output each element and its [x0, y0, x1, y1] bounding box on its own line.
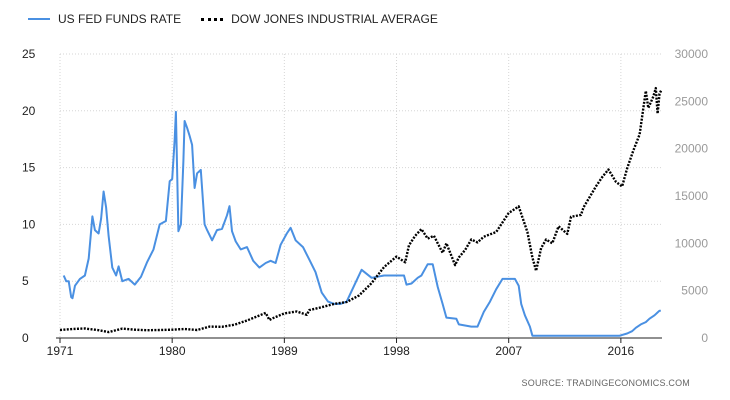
y-right-tick-label: 10000	[675, 236, 709, 250]
x-tick-label: 2007	[495, 344, 522, 358]
grid	[59, 53, 662, 338]
y-left-tick-label: 25	[22, 47, 36, 61]
series-line-dow-jones	[59, 86, 663, 334]
x-tick-label: 1998	[383, 344, 410, 358]
legend-item-fed-funds[interactable]: US FED FUNDS RATE	[28, 12, 181, 26]
legend-swatch-fed-funds	[28, 18, 50, 20]
y-right-tick-label: 0	[701, 331, 708, 345]
series-line-fed-funds	[62, 110, 661, 337]
source-label: SOURCE: TRADINGECONOMICS.COM	[521, 378, 690, 388]
legend: US FED FUNDS RATE DOW JONES INDUSTRIAL A…	[28, 12, 458, 26]
axes: 0 5 10 15 20 25 0 5000 10000 15000 20000 25000 30000…	[22, 47, 708, 358]
x-tick-label: 1971	[47, 344, 74, 358]
legend-swatch-dow-jones	[201, 17, 224, 21]
y-right-tick-label: 15000	[675, 189, 709, 203]
y-left-tick-label: 20	[22, 104, 36, 118]
legend-item-dow-jones[interactable]: DOW JONES INDUSTRIAL AVERAGE	[201, 12, 438, 26]
x-tick-label: 1989	[271, 344, 298, 358]
x-tick-label: 2016	[608, 344, 635, 358]
y-right-tick-label: 20000	[675, 142, 709, 156]
y-left-tick-label: 15	[22, 161, 36, 175]
y-left-tick-label: 10	[22, 217, 36, 231]
series-layer	[59, 86, 663, 337]
y-right-tick-label: 5000	[681, 284, 708, 298]
y-left-tick-label: 0	[22, 331, 29, 345]
legend-label-dow-jones: DOW JONES INDUSTRIAL AVERAGE	[231, 12, 438, 26]
y-right-tick-label: 25000	[675, 94, 709, 108]
legend-label-fed-funds: US FED FUNDS RATE	[58, 12, 182, 26]
y-right-tick-label: 30000	[675, 47, 709, 61]
x-tick-label: 1980	[159, 344, 186, 358]
y-left-tick-label: 5	[22, 274, 29, 288]
